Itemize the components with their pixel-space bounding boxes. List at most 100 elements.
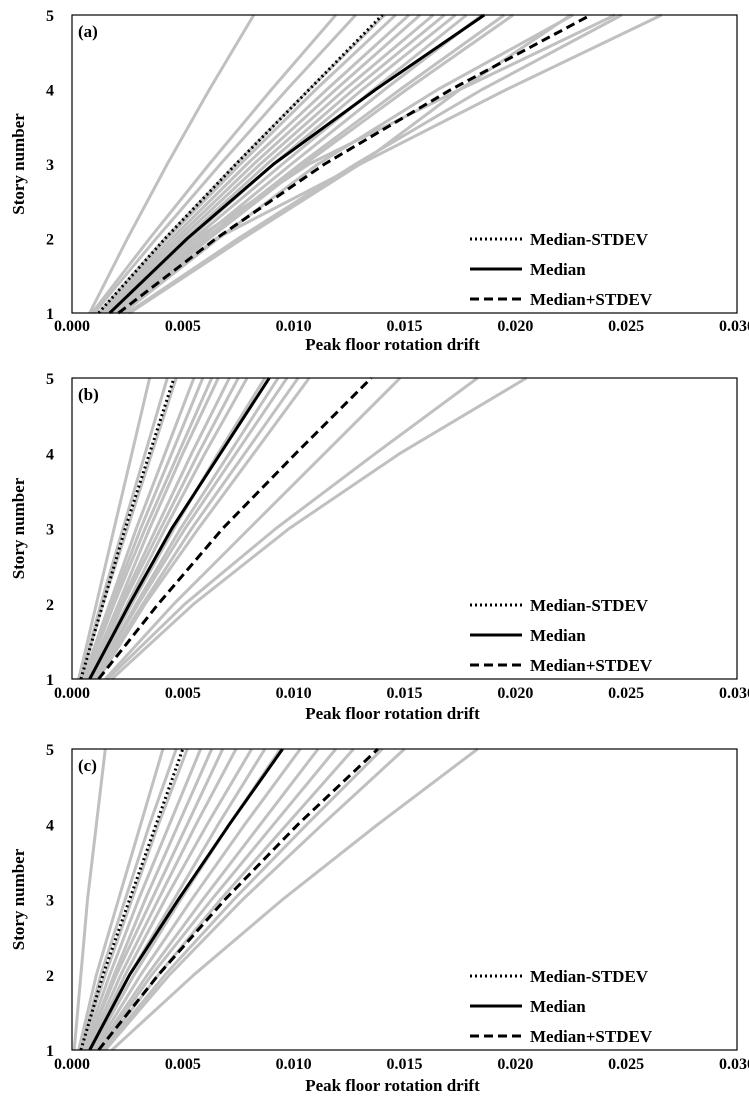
legend-label: Median [530,260,586,279]
y-tick-label: 2 [46,597,54,614]
record-line [95,377,300,680]
record-line [88,377,240,680]
x-tick-label: 0.020 [497,1056,533,1073]
record-line [106,13,446,315]
x-tick-label: 0.005 [165,1056,201,1073]
y-tick-label: 4 [46,446,54,463]
x-axis-title: Peak floor rotation drift [305,1076,480,1095]
legend-label: Median-STDEV [530,967,649,986]
record-line [126,13,623,315]
record-line [104,13,435,315]
record-line [88,14,256,314]
record-line [101,747,384,1051]
record-line [119,13,514,315]
record-line [92,748,302,1051]
record-line [83,748,225,1051]
panel-label: (a) [78,22,98,41]
series-line-median [88,377,271,680]
record-line [92,377,289,680]
x-tick-label: 0.015 [387,685,423,702]
legend-label: Median [530,997,586,1016]
y-tick-label: 3 [46,893,54,910]
x-axis-title: Peak floor rotation drift [305,335,480,354]
x-tick-label: 0.020 [497,685,533,702]
x-tick-label: 0.010 [276,685,312,702]
panel-label: (b) [78,385,99,404]
y-tick-label: 2 [46,968,54,985]
chart-panel-c: 0.000 0.005 0.010 0.015 0.020 0.025 0.030 1 2 3 4 5… [0,736,749,1106]
y-tick-label: 5 [46,742,54,759]
legend-label: Median+STDEV [530,290,653,309]
x-tick-label: 0.010 [276,318,312,335]
y-tick-label: 1 [46,672,54,689]
series-line-median-stdev [97,13,384,314]
y-tick-label: 3 [46,522,54,539]
x-tick-label: 0.020 [497,318,533,335]
record-line [79,377,178,680]
record-line [83,377,214,680]
record-line [122,13,574,315]
x-tick-label: 0.025 [608,685,644,702]
record-line [101,13,421,315]
x-tick-label: 0.025 [608,1056,644,1073]
series-line-median [108,13,486,315]
record-line [104,376,402,681]
record-line [95,748,320,1051]
record-line [81,748,202,1051]
record-line [115,13,484,315]
y-axis-title: Story number [9,848,28,950]
x-tick-label: 0.005 [165,685,201,702]
record-line [128,13,663,315]
x-tick-label: 0.005 [165,318,201,335]
y-tick-label: 4 [46,817,54,834]
legend-label: Median-STDEV [530,230,649,249]
record-line [106,376,479,681]
x-tick-label: 0.015 [387,318,423,335]
legend-label: Median+STDEV [530,1027,653,1046]
y-axis-title: Story number [9,113,28,215]
chart-panel-b: 0.000 0.005 0.010 0.015 0.020 0.025 0.030 1 2 3 4 5… [0,364,749,736]
series-line-median-stdev [79,377,176,680]
record-line [77,748,165,1051]
record-line [72,748,107,1051]
x-tick-label: 0.030 [719,318,749,335]
record-line [110,13,616,315]
x-tick-label: 0.015 [387,1056,423,1073]
series-line-median [88,748,284,1051]
x-tick-label: 0.000 [54,1056,90,1073]
series-line-median-stdev [117,13,592,315]
record-line [90,377,267,680]
record-line [110,376,528,681]
x-tick-label: 0.030 [719,685,749,702]
plot-frame [71,14,738,314]
legend-label: Median [530,626,586,645]
y-tick-label: 1 [46,1043,54,1060]
legend-label: Median+STDEV [530,656,653,675]
record-line [81,377,196,680]
record-line [99,13,410,315]
chart-panel-a: 0.000 0.005 0.010 0.015 0.020 0.025 0.030 1 2 3 4 5… [0,0,749,360]
record-line [86,377,231,680]
record-line [97,13,397,315]
series-line-median-stdev [97,747,379,1051]
y-tick-label: 5 [46,371,54,388]
record-line [88,748,253,1051]
x-tick-label: 0.000 [54,685,90,702]
x-tick-label: 0.000 [54,318,90,335]
record-line [97,377,311,680]
series-line-median-stdev [97,376,373,680]
record-line [86,748,238,1051]
record-line [117,13,506,315]
record-line [97,748,337,1051]
plot-frame [71,377,738,680]
record-line [110,747,479,1052]
x-tick-label: 0.030 [719,1056,749,1073]
record-line [93,13,357,314]
panel-label: (c) [78,756,97,775]
record-line [77,377,152,680]
chart-svg: 0.000 0.005 0.010 0.015 0.020 0.025 0.030 1 2 3 4 5… [9,371,749,723]
y-axis-title: Story number [9,477,28,579]
x-tick-label: 0.010 [276,1056,312,1073]
y-tick-label: 3 [46,157,54,174]
chart-svg: 0.000 0.005 0.010 0.015 0.020 0.025 0.030 1 2 3 4 5… [9,742,749,1095]
